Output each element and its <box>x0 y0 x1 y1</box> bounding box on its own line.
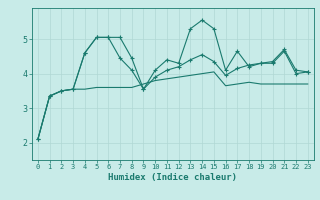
X-axis label: Humidex (Indice chaleur): Humidex (Indice chaleur) <box>108 173 237 182</box>
